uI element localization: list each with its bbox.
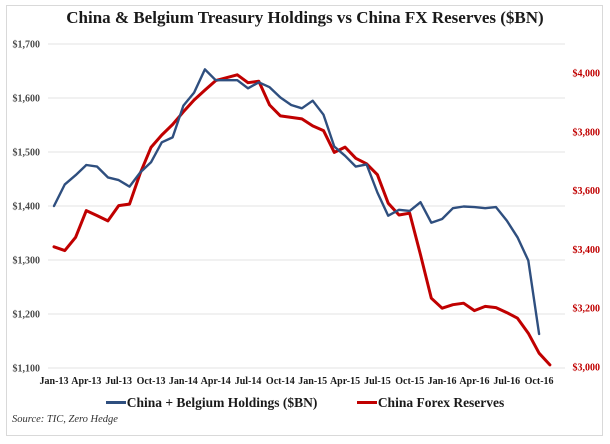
y-left-tick-label: $1,500 bbox=[13, 148, 41, 159]
x-tick-label: Apr-15 bbox=[330, 376, 360, 387]
source-note: Source: TIC, Zero Hedge bbox=[12, 414, 118, 425]
x-tick-label: Jan-13 bbox=[40, 376, 69, 387]
x-tick-label: Oct-16 bbox=[525, 376, 554, 387]
x-tick-label: Apr-13 bbox=[71, 376, 101, 387]
x-tick-label: Jul-13 bbox=[105, 376, 132, 387]
y-left-tick-label: $1,600 bbox=[13, 94, 41, 105]
legend-label-holdings: China + Belgium Holdings ($BN) bbox=[126, 395, 318, 410]
x-tick-label: Jan-15 bbox=[298, 376, 327, 387]
chart-title: China & Belgium Treasury Holdings vs Chi… bbox=[66, 8, 544, 27]
legend-item-reserves: China Forex Reserves bbox=[356, 395, 505, 411]
y-right-tick-label: $4,000 bbox=[573, 69, 601, 80]
legend-swatch-holdings bbox=[105, 401, 126, 405]
legend: China + Belgium Holdings ($BN) China For… bbox=[0, 395, 610, 411]
y-right-tick-label: $3,800 bbox=[573, 127, 601, 138]
y-right-tick-label: $3,000 bbox=[573, 363, 601, 374]
legend-label-reserves: China Forex Reserves bbox=[377, 395, 505, 410]
y-right-tick-label: $3,400 bbox=[573, 245, 601, 256]
series-line-holdings bbox=[52, 68, 541, 336]
y-right-tick-label: $3,200 bbox=[573, 304, 601, 315]
x-tick-label: Apr-16 bbox=[459, 376, 489, 387]
x-tick-label: Jan-14 bbox=[169, 376, 198, 387]
x-tick-label: Jul-14 bbox=[235, 376, 262, 387]
x-tick-label: Oct-14 bbox=[266, 376, 295, 387]
y-right-tick-label: $3,600 bbox=[573, 186, 601, 197]
x-tick-label: Jul-16 bbox=[493, 376, 520, 387]
y-left-tick-label: $1,400 bbox=[13, 202, 41, 213]
y-left-tick-label: $1,200 bbox=[13, 310, 41, 321]
x-tick-label: Apr-14 bbox=[201, 376, 231, 387]
legend-item-holdings: China + Belgium Holdings ($BN) bbox=[105, 395, 318, 411]
legend-swatch-reserves bbox=[356, 401, 377, 405]
y-left-tick-label: $1,300 bbox=[13, 256, 41, 267]
x-tick-label: Oct-13 bbox=[137, 376, 166, 387]
x-tick-label: Jul-15 bbox=[364, 376, 391, 387]
y-left-tick-label: $1,700 bbox=[13, 40, 41, 51]
y-left-tick-label: $1,100 bbox=[13, 364, 41, 375]
series-line-reserves bbox=[52, 73, 552, 367]
x-tick-label: Oct-15 bbox=[395, 376, 424, 387]
x-tick-label: Jan-16 bbox=[428, 376, 457, 387]
